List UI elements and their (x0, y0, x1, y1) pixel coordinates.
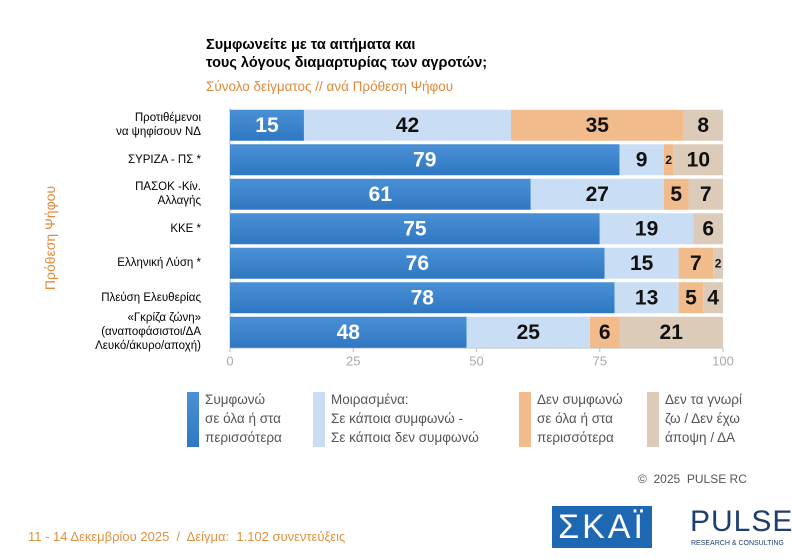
value-label: 2 (665, 153, 672, 167)
x-tick-label: 75 (593, 353, 607, 368)
value-label: 79 (413, 148, 436, 171)
value-label: 75 (403, 217, 427, 240)
value-label: 10 (687, 148, 710, 171)
bar-segment (230, 316, 467, 348)
logo-pulse: PULSE (690, 505, 793, 538)
bar-segment (589, 316, 620, 348)
value-label: 6 (599, 321, 611, 344)
bar-segment (604, 247, 679, 279)
value-label: 5 (685, 286, 697, 309)
value-label: 35 (586, 114, 610, 137)
value-label: 19 (635, 217, 658, 240)
bar-segment (619, 316, 723, 348)
category-label: Πλεύση Ελευθερίας (101, 291, 201, 304)
value-label: 42 (396, 114, 419, 137)
bar-segment (466, 316, 590, 348)
value-label: 13 (635, 286, 658, 309)
bar-segment (230, 109, 304, 141)
legend-swatch (187, 392, 199, 447)
value-label: 27 (586, 183, 609, 206)
legend-swatch (647, 392, 659, 447)
value-label: 15 (630, 252, 654, 275)
bar-segment (713, 247, 723, 279)
bar-segment (688, 178, 723, 210)
legend-label: Συμφωνώ σε όλα ή στα περισσότερα (205, 392, 282, 445)
value-label: 2 (715, 256, 722, 270)
logo-pulse-sub: RESEARCH & CONSULTING (691, 540, 784, 547)
bar-segment (230, 247, 605, 279)
legend-label: Μοιρασμένα: Σε κάποια συμφωνώ - Σε κάποι… (331, 392, 479, 445)
bar-segment (693, 213, 723, 245)
value-label: 7 (700, 183, 712, 206)
legend-swatch (519, 392, 531, 447)
category-label: ΣΥΡΙΖΑ - ΠΣ * (127, 153, 201, 166)
bar-segment (530, 178, 664, 210)
bar-segment (230, 282, 615, 314)
category-label: Ελληνική Λύση * (117, 257, 201, 270)
category-label: Προτιθέμενοι να ψηφίσουν ΝΔ (116, 112, 201, 139)
bar-segment (303, 109, 512, 141)
x-tick-label: 25 (346, 353, 360, 368)
bar-segment (673, 144, 723, 176)
bar-segment (511, 109, 684, 141)
value-label: 21 (660, 321, 684, 344)
bar-segment (683, 109, 723, 141)
bar-segment (614, 282, 679, 314)
chart-title: Συμφωνείτε με τα αιτήματα και τους λόγου… (206, 37, 488, 71)
value-label: 15 (255, 114, 279, 137)
value-label: 76 (406, 252, 429, 275)
value-label: 78 (411, 286, 435, 309)
bar-segment (678, 247, 714, 279)
value-label: 61 (369, 183, 393, 206)
value-label: 5 (670, 183, 682, 206)
x-tick-label: 50 (469, 353, 483, 368)
bar-segment (230, 144, 620, 176)
value-label: 25 (517, 321, 541, 344)
legend-label: Δεν συμφωνώ σε όλα ή στα περισσότερα (537, 392, 623, 445)
category-label: ΚΚΕ * (170, 222, 201, 235)
chart-subtitle: Σύνολο δείγματος // ανά Πρόθεση Ψήφου (206, 79, 454, 94)
bar-segment (619, 144, 664, 176)
logo-skai: ΣΚΑΪ (552, 506, 652, 548)
value-label: 9 (636, 148, 648, 171)
bar-segment (703, 282, 723, 314)
legend-label: Δεν τα γνωρί ζω / Δεν έχω άποψη / ΔΑ (665, 392, 742, 445)
copyright: © 2025 PULSE RC (638, 472, 747, 486)
bar-segment (663, 178, 689, 210)
x-tick-label: 100 (712, 353, 734, 368)
bar-segment (663, 144, 674, 176)
bar-segment (230, 178, 531, 210)
category-label: ΠΑΣΟΚ -Κίν. Αλλαγής (135, 181, 201, 208)
value-label: 7 (690, 252, 702, 275)
x-tick-label: 0 (226, 353, 233, 368)
legend-swatch (313, 392, 325, 447)
bar-segment (599, 213, 694, 245)
bar-segment (230, 213, 600, 245)
footer: 11 - 14 Δεκεμβρίου 2025 / Δείγμα: 1.102 … (28, 529, 346, 544)
bar-segment (678, 282, 704, 314)
category-label: «Γκρίζα ζώνη» (αναποφάσιστοι/ΔΑ Λευκό/άκ… (95, 312, 201, 353)
value-label: 4 (707, 286, 719, 309)
value-label: 6 (702, 217, 714, 240)
value-label: 8 (697, 114, 709, 137)
value-label: 48 (337, 321, 361, 344)
